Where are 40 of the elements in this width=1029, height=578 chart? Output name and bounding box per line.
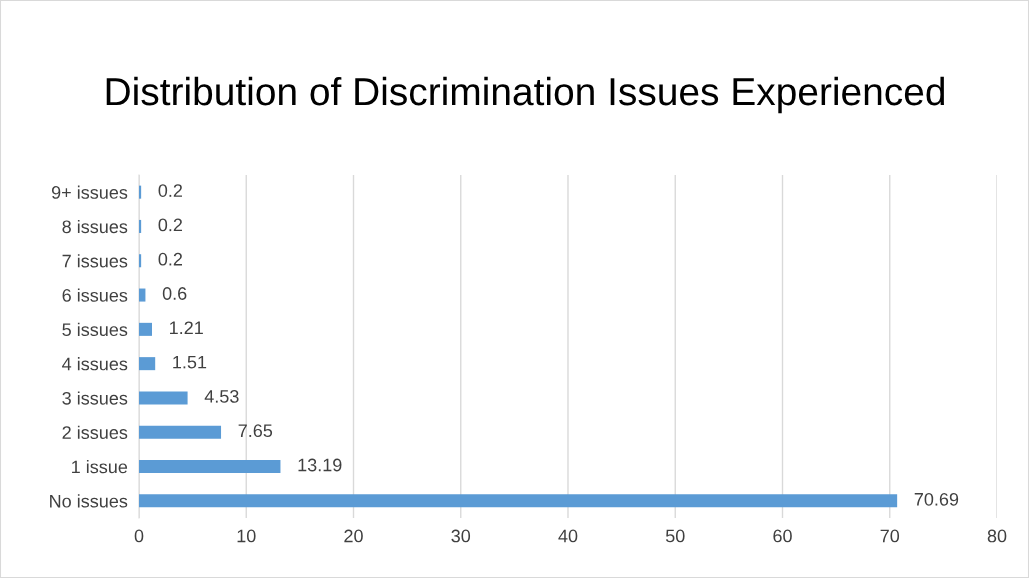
y-tick-label: 6 issues	[62, 288, 128, 302]
data-label: 70.69	[914, 492, 959, 506]
bar	[139, 219, 142, 233]
data-label: 0.6	[162, 287, 187, 300]
bar	[139, 391, 188, 405]
y-tick-label: No issues	[50, 494, 128, 508]
data-label: 7.65	[238, 424, 273, 438]
data-label: 1.21	[170, 321, 203, 335]
data-label: 0.2	[158, 184, 182, 197]
x-tick-label: 20	[344, 529, 363, 543]
data-label: 0.2	[158, 252, 182, 266]
bar	[139, 460, 281, 474]
y-tick-label: 1 issue	[72, 460, 128, 474]
bar	[139, 322, 152, 336]
data-label: 4.53	[204, 390, 239, 403]
bar	[139, 288, 146, 302]
y-tick-label: 3 issues	[62, 391, 128, 405]
bar	[139, 185, 142, 199]
y-tick-label: 5 issues	[62, 322, 128, 337]
y-tick-label: 8 issues	[62, 219, 128, 234]
x-tick-label: 30	[451, 529, 471, 543]
x-tick-label: 50	[665, 529, 685, 543]
bar	[139, 357, 156, 371]
bar	[139, 425, 222, 439]
y-tick-label: 2 issues	[62, 425, 128, 439]
data-label: 13.19	[298, 458, 342, 472]
x-tick-label: 60	[773, 529, 792, 543]
y-tick-label: 9+ issues	[51, 185, 128, 199]
data-label: 1.51	[173, 355, 207, 369]
y-tick-label: 7 issues	[62, 254, 128, 268]
bar	[139, 494, 898, 508]
data-label: 0.2	[158, 218, 182, 232]
y-tick-label: 4 issues	[62, 357, 128, 371]
x-tick-label: 10	[237, 529, 256, 543]
bar	[139, 254, 142, 268]
x-tick-label: 0	[134, 529, 144, 543]
x-tick-label: 70	[880, 529, 900, 543]
x-tick-label: 40	[558, 529, 578, 543]
x-tick-label: 80	[987, 529, 1007, 543]
chart-title: Distribution of Discrimination Issues Experienced	[106, 76, 944, 114]
